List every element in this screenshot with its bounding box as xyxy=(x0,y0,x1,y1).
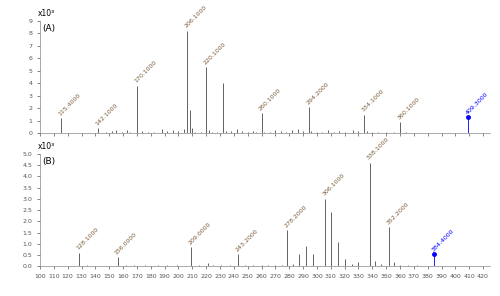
Text: 334.1000: 334.1000 xyxy=(360,89,385,113)
Text: 338.1000: 338.1000 xyxy=(366,137,390,161)
Text: 260.1000: 260.1000 xyxy=(258,88,282,112)
Text: 220.1000: 220.1000 xyxy=(203,41,227,65)
Text: 115.4000: 115.4000 xyxy=(58,92,82,117)
Text: 384.4000: 384.4000 xyxy=(430,228,454,252)
Text: 142.1000: 142.1000 xyxy=(95,102,119,127)
Text: 209.0000: 209.0000 xyxy=(188,221,212,246)
Text: 294.2000: 294.2000 xyxy=(306,81,330,105)
Text: (B): (B) xyxy=(42,157,56,166)
Text: (A): (A) xyxy=(42,24,56,33)
Text: 170.1000: 170.1000 xyxy=(134,60,158,84)
Text: 206.1000: 206.1000 xyxy=(184,5,208,29)
Text: 128.1000: 128.1000 xyxy=(76,227,100,251)
Text: 352.2000: 352.2000 xyxy=(386,201,410,225)
Text: 306.1000: 306.1000 xyxy=(322,173,346,197)
Text: x10³: x10³ xyxy=(38,9,55,18)
Text: 278.2000: 278.2000 xyxy=(283,204,308,229)
Text: 409.3000: 409.3000 xyxy=(464,91,489,115)
Text: 360.1000: 360.1000 xyxy=(396,96,421,120)
Text: x10³: x10³ xyxy=(38,142,55,152)
Text: 243.2000: 243.2000 xyxy=(234,228,259,252)
Text: 156.0000: 156.0000 xyxy=(114,231,138,256)
